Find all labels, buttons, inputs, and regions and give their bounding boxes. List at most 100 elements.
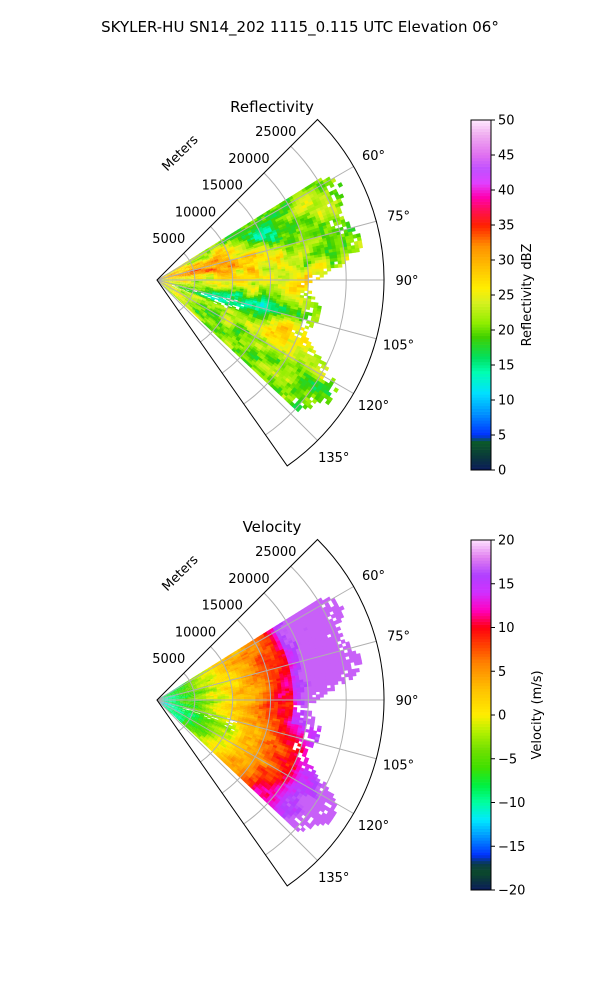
field-cell <box>219 306 224 310</box>
field-cell <box>190 272 195 274</box>
field-cell <box>199 294 205 297</box>
field-cell <box>212 254 218 258</box>
field-cell <box>171 283 176 285</box>
field-cell <box>270 319 276 324</box>
field-cell <box>291 301 296 305</box>
field-cell <box>179 276 184 278</box>
field-cell <box>170 271 175 274</box>
field-cell <box>255 281 260 284</box>
field-cell <box>228 313 233 317</box>
field-cell <box>281 290 286 294</box>
field-cell <box>332 248 337 253</box>
field-cell <box>173 268 178 272</box>
field-cell <box>303 339 309 345</box>
field-cell <box>237 312 242 316</box>
field-cell <box>227 292 232 295</box>
field-cell <box>190 297 195 301</box>
field-cell <box>194 297 199 301</box>
field-cell <box>198 273 203 275</box>
field-cell <box>201 270 206 273</box>
field-cell <box>216 303 221 306</box>
field-cell <box>247 251 252 255</box>
field-cell <box>293 250 299 254</box>
field-cell <box>183 276 188 278</box>
field-cell <box>294 205 300 210</box>
field-cell <box>217 299 223 303</box>
field-cell <box>242 236 247 241</box>
field-cell <box>286 340 292 346</box>
field-cell <box>245 312 250 316</box>
field-cell <box>304 282 309 286</box>
field-cell <box>167 274 172 276</box>
field-cell <box>232 274 237 277</box>
field-cell <box>341 260 346 265</box>
field-cell <box>208 255 214 258</box>
field-cell <box>185 259 190 263</box>
field-cell <box>194 260 199 264</box>
field-cell <box>193 298 198 302</box>
field-cell <box>177 268 182 271</box>
field-cell <box>179 263 184 267</box>
field-cell <box>299 256 304 261</box>
field-cell <box>255 238 260 243</box>
field-cell <box>228 281 234 283</box>
field-cell <box>205 299 210 303</box>
field-cell <box>190 285 195 287</box>
field-cell <box>279 327 285 332</box>
field-cell <box>171 272 176 275</box>
field-cell <box>328 249 334 254</box>
field-cell <box>175 283 180 285</box>
field-cell <box>282 318 288 323</box>
colorbar-segment <box>471 423 491 427</box>
field-cell <box>250 308 256 312</box>
field-cell <box>269 321 275 326</box>
field-cell <box>217 274 222 276</box>
field-cell <box>183 283 188 285</box>
colorbar-segment <box>471 233 491 237</box>
field-cell <box>179 282 184 284</box>
field-cell <box>272 261 278 264</box>
field-cell <box>239 239 244 244</box>
field-cell <box>215 306 220 310</box>
colorbar-segment <box>471 225 491 229</box>
field-cell <box>213 273 218 276</box>
field-cell <box>196 292 201 295</box>
field-cell <box>281 280 287 283</box>
field-cell <box>223 262 228 265</box>
field-cell <box>198 285 203 288</box>
field-cell <box>270 282 275 285</box>
field-cell <box>168 280 173 282</box>
field-cell <box>168 280 173 282</box>
field-cell <box>332 251 338 256</box>
field-cell <box>235 241 241 245</box>
field-cell <box>231 250 236 253</box>
field-cell <box>295 259 301 264</box>
field-cell <box>300 326 305 331</box>
field-cell <box>260 232 266 236</box>
field-cell <box>298 254 304 258</box>
field-cell <box>227 251 233 255</box>
field-cell <box>282 339 288 344</box>
field-cell <box>184 291 189 295</box>
field-cell <box>285 275 290 279</box>
colorbar-segment <box>471 242 491 246</box>
field-cell <box>195 296 200 299</box>
colorbar-segment <box>471 359 491 363</box>
field-cell <box>296 275 302 278</box>
field-cell <box>205 268 210 271</box>
field-cell <box>235 232 241 237</box>
field-cell <box>224 312 230 316</box>
field-cell <box>184 292 189 295</box>
field-cell <box>190 270 195 273</box>
field-cell <box>272 205 278 211</box>
field-cell <box>187 283 192 285</box>
field-cell <box>196 256 201 259</box>
field-cell <box>187 294 192 297</box>
field-cell <box>258 267 263 270</box>
field-cell <box>160 279 165 280</box>
field-cell <box>236 242 241 247</box>
field-cell <box>330 239 336 244</box>
field-cell <box>236 322 241 327</box>
field-cell <box>180 291 185 294</box>
field-cell <box>172 281 177 282</box>
